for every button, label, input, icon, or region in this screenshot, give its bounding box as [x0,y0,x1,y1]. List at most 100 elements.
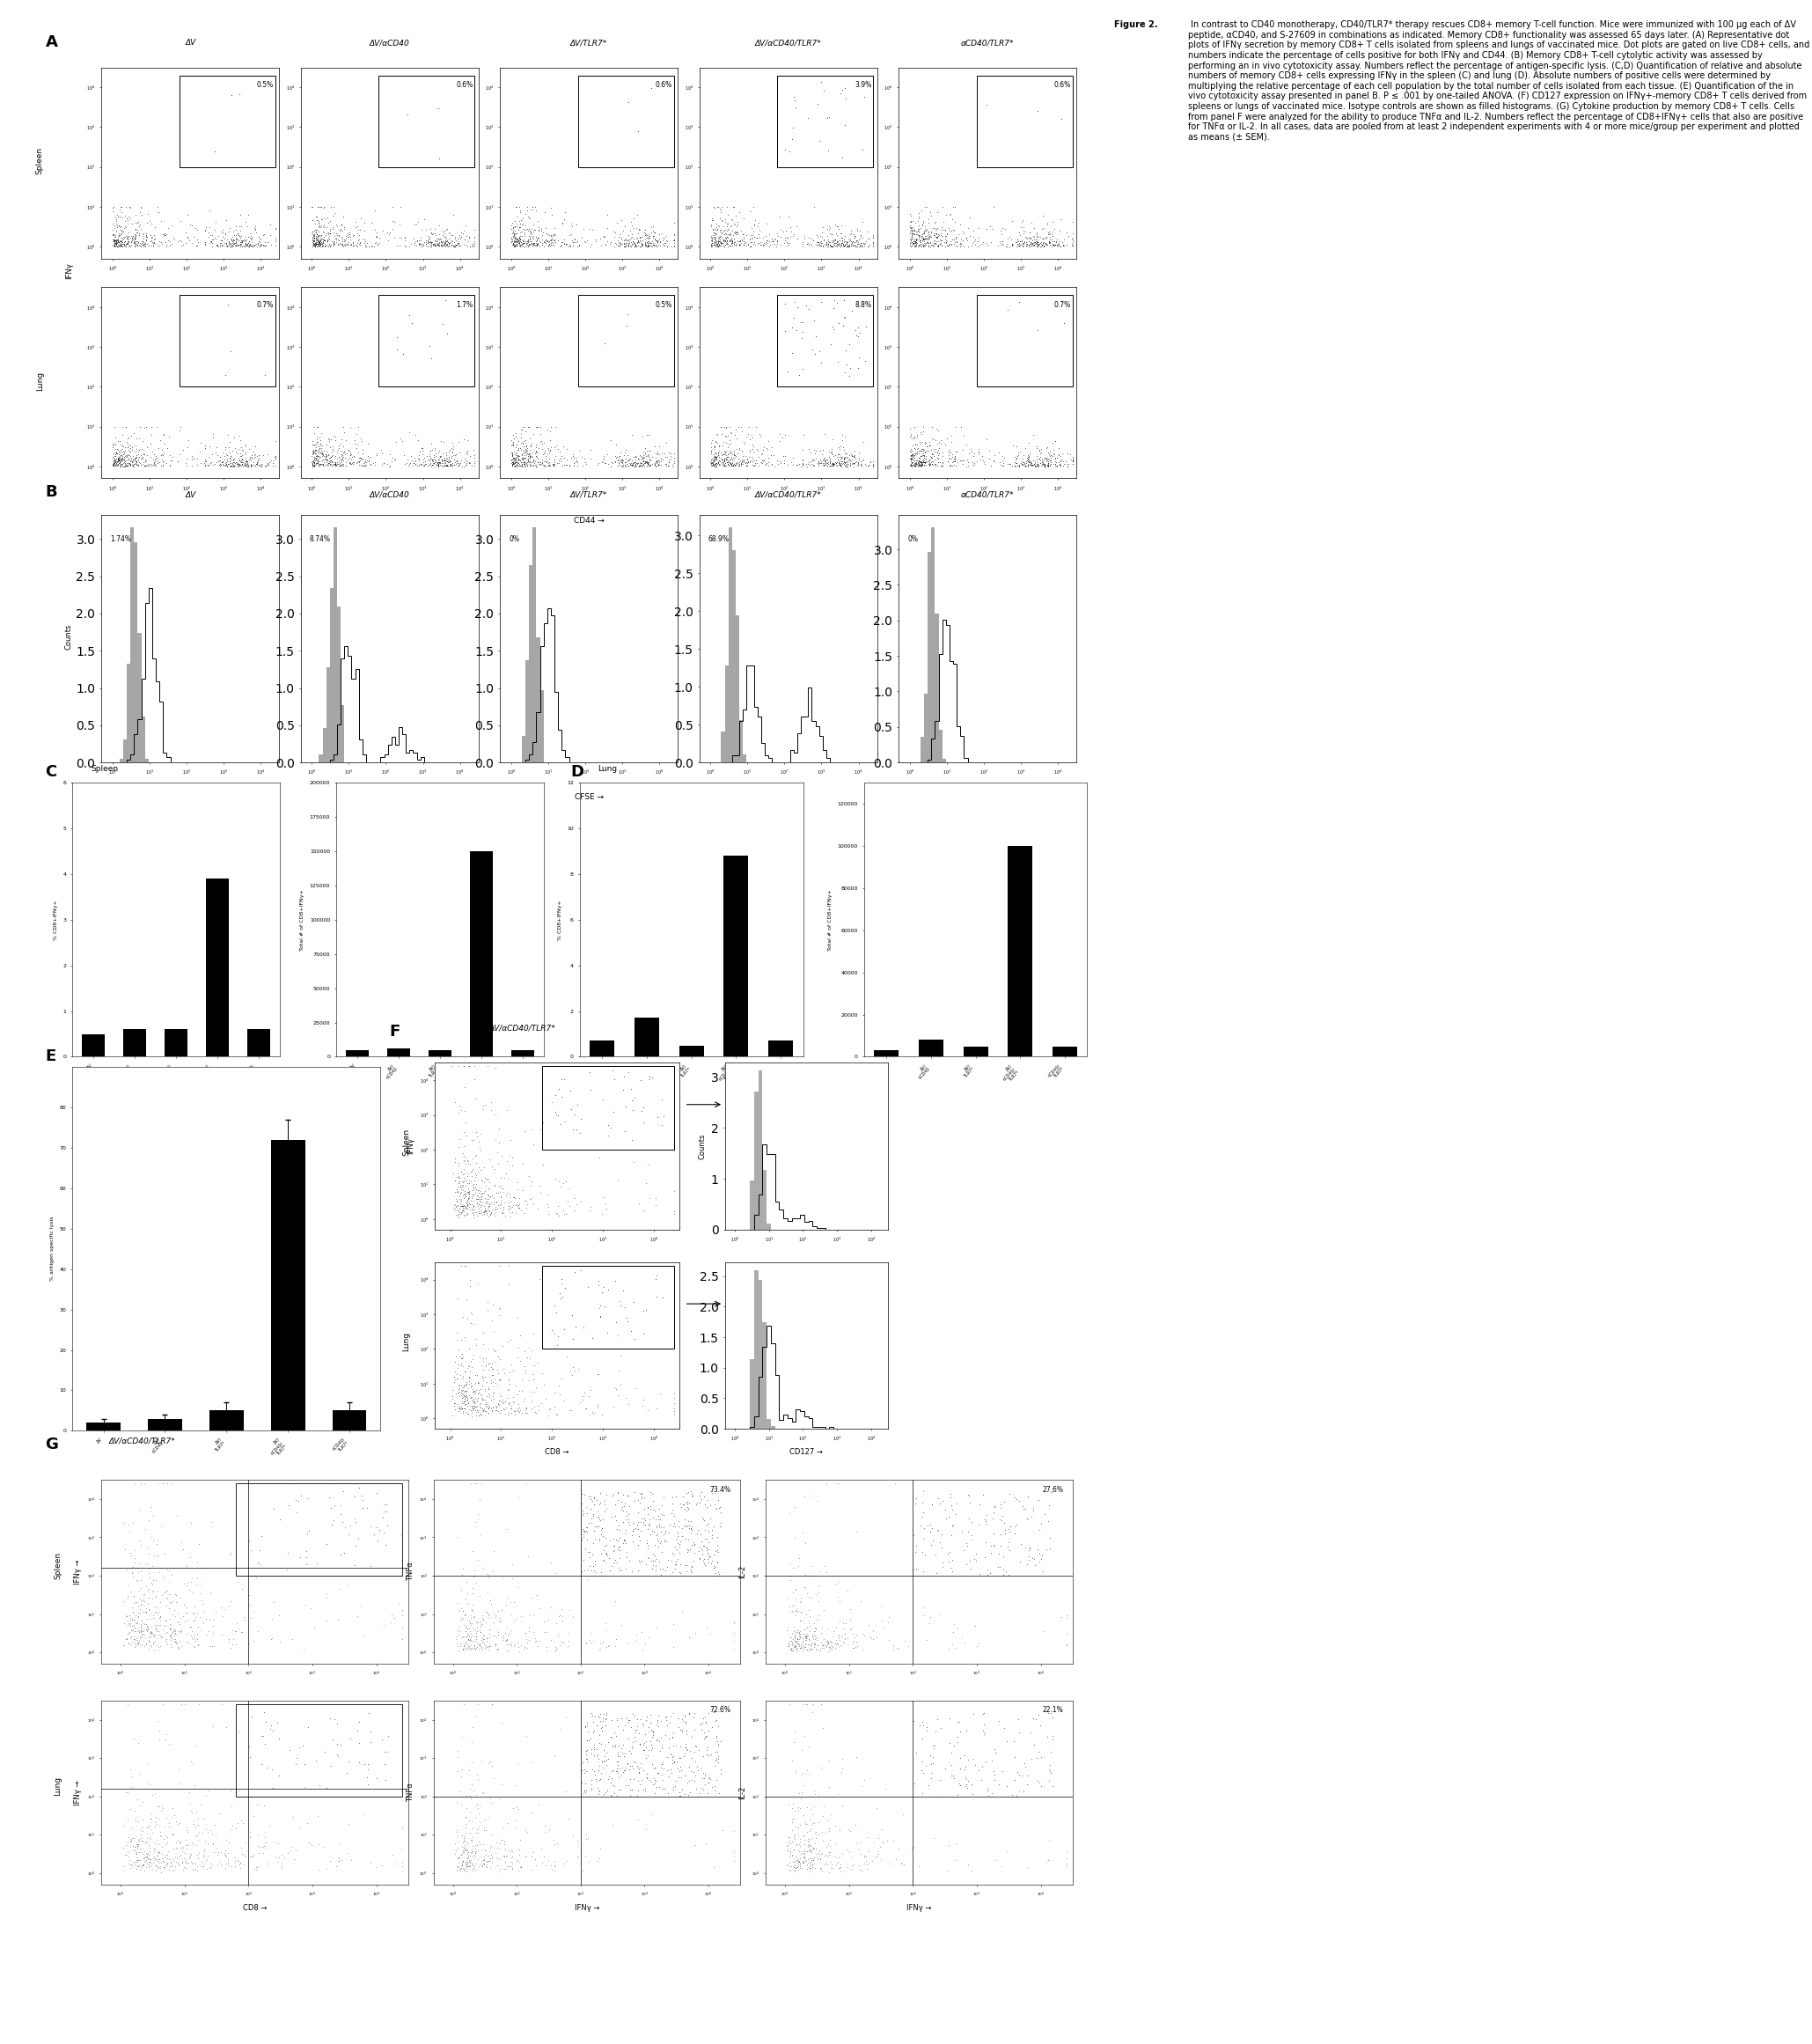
Point [953,1848,982,1880]
Point [299,435,328,468]
Point [466,1623,495,1656]
Point [308,223,337,256]
Point [136,1615,165,1647]
Point [172,450,201,482]
Point [478,1840,507,1872]
Point [462,1623,491,1656]
Point [516,439,545,472]
Point [237,1840,266,1872]
Point [496,208,525,241]
Point [527,448,556,480]
Point [393,444,422,476]
Point [785,1846,814,1878]
Point [424,446,453,478]
Point [440,1363,469,1396]
Point [632,229,661,262]
Point [130,411,159,444]
Point [451,229,480,262]
Point [136,1615,165,1647]
Point [100,444,129,476]
Point [217,225,246,258]
Point [968,1715,997,1748]
Point [475,1359,504,1392]
Point [399,223,428,256]
Point [795,1623,824,1656]
Point [669,1705,698,1737]
Point [593,198,622,231]
Point [1007,231,1036,264]
Point [919,1739,948,1772]
Point [716,229,745,262]
Point [504,439,533,472]
Point [156,1621,185,1654]
Point [669,1594,698,1627]
Point [1022,1741,1051,1774]
Point [1024,313,1053,345]
Point [540,1161,569,1194]
Point [937,229,966,262]
Point [261,213,290,245]
Point [895,223,924,256]
Y-axis label: % antigen specific lysis: % antigen specific lysis [51,1216,54,1282]
Point [703,227,732,260]
Point [306,435,335,468]
Point [487,1594,516,1627]
Point [522,442,551,474]
Point [690,1549,719,1582]
Point [154,1566,183,1598]
Point [752,446,781,478]
Point [694,1547,723,1580]
Point [750,431,779,464]
Point [498,229,527,262]
Point [484,1619,513,1652]
Point [466,1611,495,1643]
Point [214,1590,243,1623]
Point [569,225,598,258]
Point [419,446,448,478]
Point [448,1359,477,1392]
Point [147,450,176,482]
Point [544,1073,573,1106]
Point [480,1363,509,1396]
Point [105,448,134,480]
Point [453,1842,482,1874]
Point [444,425,473,458]
Point [618,1519,647,1551]
Point [723,217,752,249]
Point [741,446,770,478]
Point [100,427,129,460]
Point [897,223,926,256]
Point [159,1619,188,1652]
Point [837,227,866,260]
Point [1038,204,1067,237]
Point [701,1744,730,1776]
Point [138,1576,167,1609]
Point [774,227,803,260]
Point [261,1825,290,1858]
Point [324,1842,353,1874]
Point [304,227,333,260]
Point [116,1831,145,1864]
Point [448,1752,477,1784]
Point [103,448,132,480]
Point [455,1051,484,1083]
Point [578,1549,607,1582]
Point [475,1836,504,1868]
Point [1026,448,1055,480]
Point [480,1192,509,1224]
Point [638,1748,667,1780]
Point [156,448,185,480]
Point [895,229,924,262]
Point [1018,1541,1047,1574]
Point [154,1592,183,1625]
Point [844,311,873,343]
Point [808,1629,837,1662]
Point [786,1582,815,1615]
Point [948,1515,977,1547]
Point [549,1312,578,1345]
Point [803,1817,832,1850]
Point [440,1190,469,1222]
Point [219,450,248,482]
Point [841,221,870,253]
Point [502,227,531,260]
